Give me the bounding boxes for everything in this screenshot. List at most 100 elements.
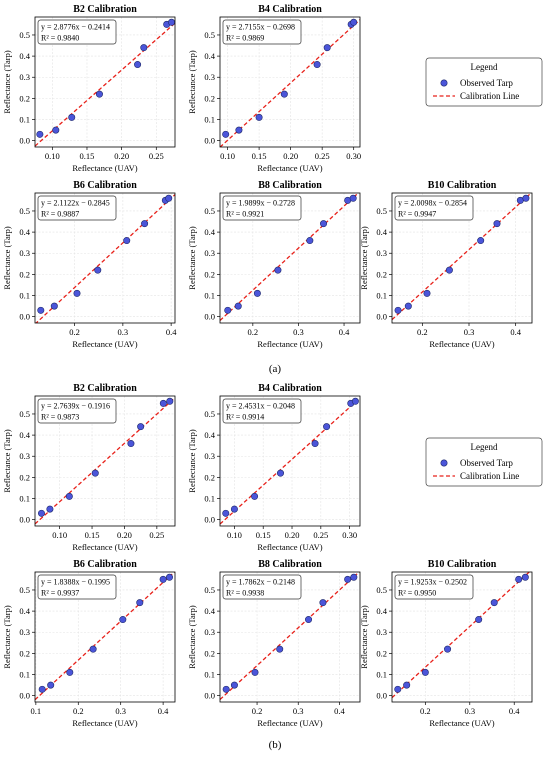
y-tick-label: 0.1 bbox=[204, 291, 215, 301]
x-tick-label: 0.25 bbox=[315, 151, 330, 161]
observed-point bbox=[421, 668, 429, 676]
y-tick-label: 0.0 bbox=[19, 312, 30, 322]
observed-point bbox=[38, 685, 46, 693]
calibration-line bbox=[392, 193, 532, 321]
observed-point bbox=[311, 440, 319, 448]
observed-point bbox=[253, 289, 261, 297]
equation-box bbox=[394, 574, 474, 600]
observed-point bbox=[306, 237, 314, 245]
y-tick-label: 0.1 bbox=[376, 291, 387, 301]
equation-box bbox=[394, 195, 474, 221]
chart-a-4: 0.0 0.1 0.2 0.3 0.4 0.5 0.2 0.3 0.4 y = 2.0098x −… bbox=[359, 180, 533, 349]
observed-point bbox=[349, 194, 357, 202]
legend: Legend Observed Tarp Calibration Line bbox=[425, 57, 543, 107]
equation-text: y = 2.1122x − 0.2845 bbox=[41, 199, 110, 208]
observed-point bbox=[313, 61, 321, 69]
y-axis-label: Reflectance (Tarp) bbox=[187, 50, 197, 114]
y-tick-label: 0.5 bbox=[204, 30, 215, 40]
y-axis-label: Reflectance (Tarp) bbox=[187, 605, 197, 669]
observed-point bbox=[224, 306, 232, 314]
chart-title: B4 Calibration bbox=[258, 4, 322, 15]
equation-text: y = 2.4531x − 0.2048 bbox=[226, 402, 295, 411]
observed-point bbox=[394, 306, 402, 314]
x-tick-label: 0.3 bbox=[293, 327, 304, 337]
chart-b-5: 0.0 0.1 0.2 0.3 0.4 0.5 0.10 0.15 0.20 0.25 y = 2.… bbox=[2, 383, 176, 552]
y-tick-label: 0.5 bbox=[204, 585, 215, 595]
chart-title: B8 Calibration bbox=[258, 559, 322, 570]
chart-b-9: 0.0 0.1 0.2 0.3 0.4 0.5 0.2 0.3 0.4 y = 1.9253x −… bbox=[359, 559, 533, 728]
y-tick-label: 0.1 bbox=[204, 670, 215, 680]
y-tick-label: 0.1 bbox=[19, 670, 30, 680]
y-tick-label: 0.4 bbox=[204, 227, 215, 237]
x-axis-label: Reflectance (UAV) bbox=[257, 163, 322, 173]
x-tick-label: 0.4 bbox=[339, 327, 350, 337]
chart-b-7: 0.00.10.20.30.40.50.1 0.2 0.3 0.4y = 1.8388… bbox=[2, 559, 176, 728]
y-tick-label: 0.2 bbox=[204, 93, 215, 103]
x-tick-label: 0.10 bbox=[220, 151, 235, 161]
y-tick-label: 0.1 bbox=[204, 494, 215, 504]
y-tick-label: 0.3 bbox=[204, 451, 215, 461]
y-tick-label: 0.2 bbox=[204, 472, 215, 482]
x-tick-label: 0.3 bbox=[115, 706, 126, 716]
panel-a-caption: (a) bbox=[268, 363, 282, 375]
observed-point bbox=[230, 505, 238, 513]
calibration-line bbox=[392, 572, 531, 699]
plot-frame bbox=[219, 395, 361, 527]
calibration-line bbox=[35, 194, 175, 323]
chart-title: B4 Calibration bbox=[258, 383, 322, 394]
legend-point-marker bbox=[440, 459, 448, 467]
equation-text: y = 2.7639x − 0.1916 bbox=[41, 402, 110, 411]
observed-point bbox=[140, 44, 148, 52]
observed-point bbox=[165, 194, 173, 202]
observed-point bbox=[320, 220, 328, 228]
r2-text: R² = 0.9840 bbox=[41, 34, 79, 43]
x-axis-label: Reflectance (UAV) bbox=[72, 718, 137, 728]
y-tick-label: 0.4 bbox=[204, 51, 215, 61]
x-axis-label: Reflectance (UAV) bbox=[72, 339, 137, 349]
observed-point bbox=[47, 681, 55, 689]
observed-point bbox=[50, 302, 58, 310]
chart-title: B10 Calibration bbox=[428, 180, 497, 191]
legend-observed-label: Observed Tarp bbox=[460, 458, 513, 468]
observed-point bbox=[168, 18, 176, 26]
x-tick-label: 0.15 bbox=[256, 530, 271, 540]
chart-title: B2 Calibration bbox=[73, 383, 137, 394]
observed-point bbox=[251, 668, 259, 676]
observed-point bbox=[73, 289, 81, 297]
equation-box bbox=[222, 195, 302, 221]
observed-point bbox=[68, 113, 76, 121]
observed-point bbox=[255, 113, 263, 121]
x-tick-label: 0.25 bbox=[313, 530, 328, 540]
y-axis-label: Reflectance (Tarp) bbox=[2, 226, 12, 290]
x-axis-label: Reflectance (UAV) bbox=[257, 718, 322, 728]
y-axis-label: Reflectance (Tarp) bbox=[359, 605, 369, 669]
observed-point bbox=[159, 399, 167, 407]
observed-point bbox=[136, 599, 144, 607]
chart-title: B8 Calibration bbox=[258, 180, 322, 191]
observed-point bbox=[493, 220, 501, 228]
x-tick-label: 0.10 bbox=[227, 530, 242, 540]
x-tick-label: 0.25 bbox=[149, 530, 164, 540]
x-tick-label: 0.2 bbox=[69, 327, 80, 337]
x-tick-label: 0.2 bbox=[248, 327, 259, 337]
observed-point bbox=[137, 423, 145, 431]
x-axis-label: Reflectance (UAV) bbox=[429, 339, 494, 349]
panel-b-caption: (b) bbox=[268, 739, 282, 751]
r2-text: R² = 0.9887 bbox=[41, 210, 79, 219]
y-tick-label: 0.4 bbox=[19, 606, 30, 616]
r2-text: R² = 0.9950 bbox=[398, 589, 436, 598]
observed-point bbox=[66, 668, 74, 676]
plot-frame bbox=[219, 192, 361, 324]
y-tick-label: 0.3 bbox=[19, 72, 30, 82]
r2-text: R² = 0.9914 bbox=[226, 413, 264, 422]
equation-box bbox=[222, 574, 302, 600]
equation-text: y = 1.7862x − 0.2148 bbox=[226, 578, 295, 587]
y-tick-label: 0.0 bbox=[204, 136, 215, 146]
y-tick-label: 0.1 bbox=[204, 115, 215, 125]
y-axis-label: Reflectance (Tarp) bbox=[2, 605, 12, 669]
y-tick-label: 0.0 bbox=[376, 312, 387, 322]
y-axis-label: Reflectance (Tarp) bbox=[359, 226, 369, 290]
x-tick-label: 0.15 bbox=[80, 151, 95, 161]
r2-text: R² = 0.9873 bbox=[41, 413, 79, 422]
y-tick-label: 0.3 bbox=[376, 248, 387, 258]
